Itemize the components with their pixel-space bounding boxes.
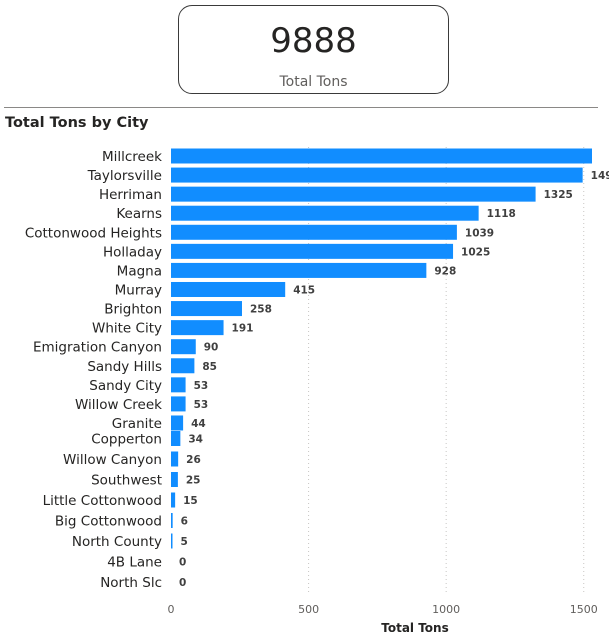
data-label: 258 [250, 304, 272, 316]
kpi-label: Total Tons [279, 74, 348, 90]
data-label: 26 [186, 454, 201, 466]
category-label: Southwest [91, 473, 162, 489]
category-label: Magna [117, 263, 162, 279]
category-label: Emigration Canyon [33, 340, 162, 356]
bar [171, 320, 224, 336]
category-label: Brighton [104, 302, 162, 318]
data-label: 90 [204, 342, 219, 354]
data-label: 1118 [487, 208, 516, 220]
data-label: 44 [191, 418, 206, 430]
divider [4, 107, 598, 108]
category-label: Murray [115, 282, 162, 298]
data-label: 1325 [544, 189, 573, 201]
data-label: 1025 [461, 246, 490, 258]
category-label: North County [72, 534, 162, 550]
bar [171, 513, 173, 528]
bar [171, 451, 179, 467]
bar [171, 377, 186, 393]
category-label: Sandy City [89, 378, 162, 394]
x-tick-label: 500 [298, 603, 319, 616]
bar [171, 243, 454, 259]
category-label: Little Cottonwood [43, 493, 162, 509]
bar [171, 396, 186, 412]
data-label: 85 [202, 361, 217, 373]
data-label: 0 [179, 577, 186, 589]
category-label: Willow Creek [75, 397, 162, 413]
bar [171, 301, 242, 317]
bar [171, 148, 592, 164]
data-label: 6 [181, 516, 188, 528]
category-label: Taylorsville [87, 168, 162, 184]
category-label: White City [92, 321, 162, 337]
category-label: Herriman [99, 187, 162, 203]
category-label: Millcreek [102, 149, 162, 165]
category-label: Kearns [116, 206, 162, 222]
data-label: 1496 [591, 170, 609, 182]
data-label: 928 [434, 265, 456, 277]
bar [171, 533, 173, 549]
category-label: Holladay [103, 244, 162, 260]
x-tick-label: 1000 [432, 603, 460, 616]
data-label: 0 [179, 557, 186, 569]
data-label: 15 [183, 495, 198, 507]
bar [171, 281, 286, 297]
bar [171, 472, 178, 487]
data-label: 191 [232, 323, 254, 335]
category-label: Cottonwood Heights [25, 225, 162, 241]
bar [171, 492, 176, 508]
data-label: 415 [293, 284, 315, 296]
data-label: 53 [194, 380, 209, 392]
bar [171, 186, 536, 202]
data-label: 53 [194, 399, 209, 411]
category-label: Big Cottonwood [55, 514, 162, 530]
category-label: Granite [112, 416, 162, 432]
bar [171, 358, 195, 374]
category-label: Willow Canyon [63, 452, 162, 468]
data-label: 34 [188, 434, 203, 446]
bar [171, 167, 583, 183]
category-label: 4B Lane [107, 555, 162, 571]
x-tick-label: 1500 [570, 603, 598, 616]
x-axis-title: Total Tons [381, 621, 448, 635]
category-label: Sandy Hills [87, 359, 162, 375]
data-label: 5 [181, 536, 188, 548]
bar [171, 205, 479, 221]
chart-title: Total Tons by City [5, 115, 149, 131]
data-label: 1039 [465, 227, 494, 239]
bar [171, 224, 457, 240]
bar [171, 339, 196, 355]
bar [171, 415, 184, 431]
category-label: North Slc [100, 575, 162, 591]
category-label: Copperton [91, 432, 162, 448]
data-label: 25 [186, 475, 201, 487]
bar [171, 431, 181, 446]
bar [171, 262, 427, 278]
x-tick-label: 0 [168, 603, 175, 616]
kpi-value: 9888 [270, 21, 357, 61]
kpi-card: 9888 Total Tons [178, 5, 449, 94]
